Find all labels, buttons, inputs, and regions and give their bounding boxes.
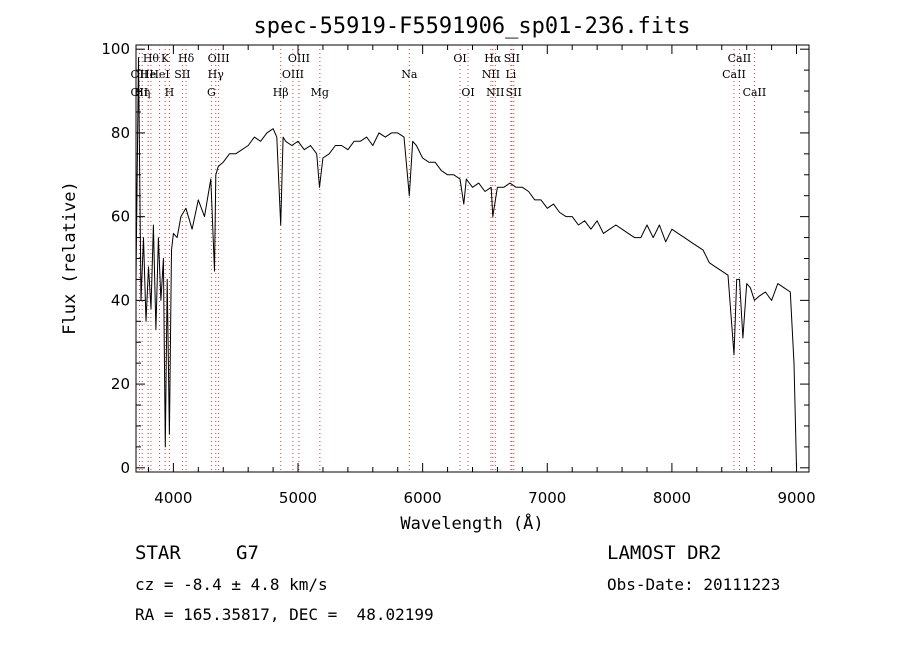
line-label: SII	[506, 86, 522, 99]
y-tick-label: 0	[120, 459, 130, 477]
line-label: SII	[504, 52, 520, 65]
x-tick-label: 4000	[154, 489, 192, 507]
line-label: OIII	[288, 52, 310, 65]
y-tick-label: 60	[111, 208, 130, 226]
line-label: Hθ	[143, 52, 160, 65]
line-label: OIII	[282, 68, 304, 81]
coordinates: RA = 165.35817, DEC = 48.02199	[135, 605, 434, 624]
line-label: NII	[482, 68, 500, 81]
flux-series	[135, 57, 797, 468]
line-label: H	[165, 86, 175, 99]
line-label: HeI	[149, 68, 169, 81]
line-label: CaII	[722, 68, 746, 81]
object-class: STAR	[135, 542, 181, 564]
spectral-line-markers	[138, 45, 755, 472]
line-label: Hβ	[273, 86, 289, 99]
line-label: G	[207, 86, 216, 99]
line-label: CaII	[728, 52, 752, 65]
y-tick-label: 100	[101, 40, 130, 58]
x-tick-label: 7000	[528, 489, 566, 507]
x-tick-label: 6000	[404, 489, 442, 507]
line-label: Hη	[134, 86, 150, 99]
y-axis-ticks: 0 20 40 60 80 100	[101, 40, 809, 477]
line-label: Li	[505, 68, 516, 81]
line-label: CaII	[743, 86, 767, 99]
line-label: Hγ	[208, 68, 225, 81]
survey-name: LAMOST DR2	[607, 542, 722, 564]
line-label: OI	[461, 86, 474, 99]
line-label: K	[161, 52, 170, 65]
line-label: Na	[401, 68, 418, 81]
line-label: Hα	[484, 52, 502, 65]
y-tick-label: 40	[111, 291, 130, 309]
x-tick-label: 9000	[777, 489, 815, 507]
redshift-info: cz = -8.4 ± 4.8 km/s	[135, 575, 328, 594]
spectral-line-labels: OIIOIIHηHeHθHeIKHSIIHδHγGOIIIHβOIIIOIIIM…	[131, 52, 767, 99]
line-label: He	[140, 68, 156, 81]
line-label: SII	[174, 68, 190, 81]
line-label: Hδ	[178, 52, 195, 65]
x-tick-label: 8000	[653, 489, 691, 507]
chart-title: spec-55919-F5591906_sp01-236.fits	[253, 14, 690, 39]
line-label: OIII	[208, 52, 230, 65]
y-tick-label: 80	[111, 124, 130, 142]
line-label: OII	[131, 86, 149, 99]
x-axis-ticks: 4000 5000 6000 7000 8000 9000	[147, 45, 816, 507]
y-axis-label: Flux (relative)	[60, 181, 80, 335]
x-axis-label: Wavelength (Å)	[400, 512, 543, 534]
x-tick-label: 5000	[279, 489, 317, 507]
object-subclass: G7	[236, 542, 259, 564]
plot-frame	[135, 44, 810, 473]
y-tick-label: 20	[111, 375, 130, 393]
line-label: Mg	[311, 86, 329, 99]
line-label: NII	[486, 86, 504, 99]
obs-date: Obs-Date: 20111223	[607, 575, 781, 594]
line-label: OII	[131, 68, 149, 81]
flux-line	[135, 57, 797, 468]
line-label: OI	[453, 52, 466, 65]
